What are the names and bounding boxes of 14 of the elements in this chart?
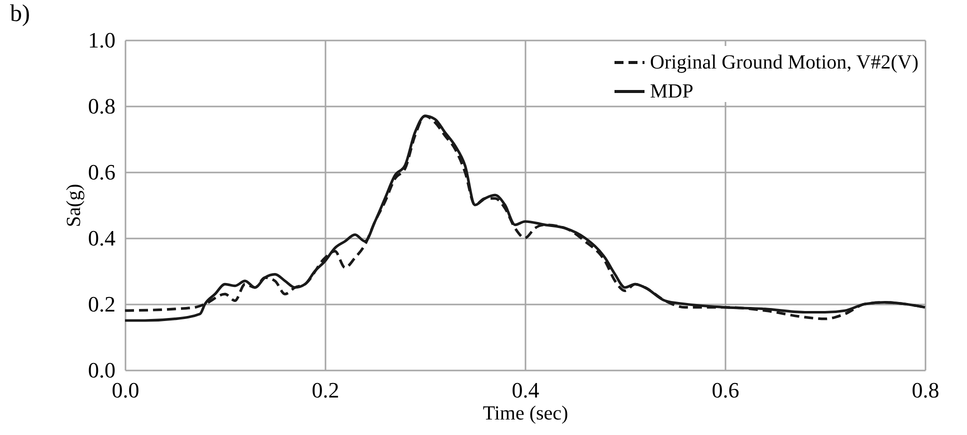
- y-tick-label: 0.6: [88, 160, 116, 184]
- legend-label: MDP: [650, 80, 694, 102]
- x-tick-label: 0.4: [512, 378, 540, 402]
- y-tick-label: 0.8: [88, 94, 116, 118]
- y-tick-label: 1.0: [88, 28, 116, 52]
- y-tick-label: 0.4: [88, 226, 116, 250]
- y-tick-label: 0.2: [88, 292, 116, 316]
- x-axis-title: Time (sec): [482, 402, 568, 424]
- legend-label: Original Ground Motion, V#2(V): [650, 52, 918, 74]
- y-axis-title: Sa(g): [63, 184, 85, 228]
- x-tick-label: 0.8: [912, 378, 940, 402]
- text: b): [10, 1, 30, 27]
- x-tick-label: 0.6: [712, 378, 740, 402]
- x-tick-label: 0.2: [312, 378, 340, 402]
